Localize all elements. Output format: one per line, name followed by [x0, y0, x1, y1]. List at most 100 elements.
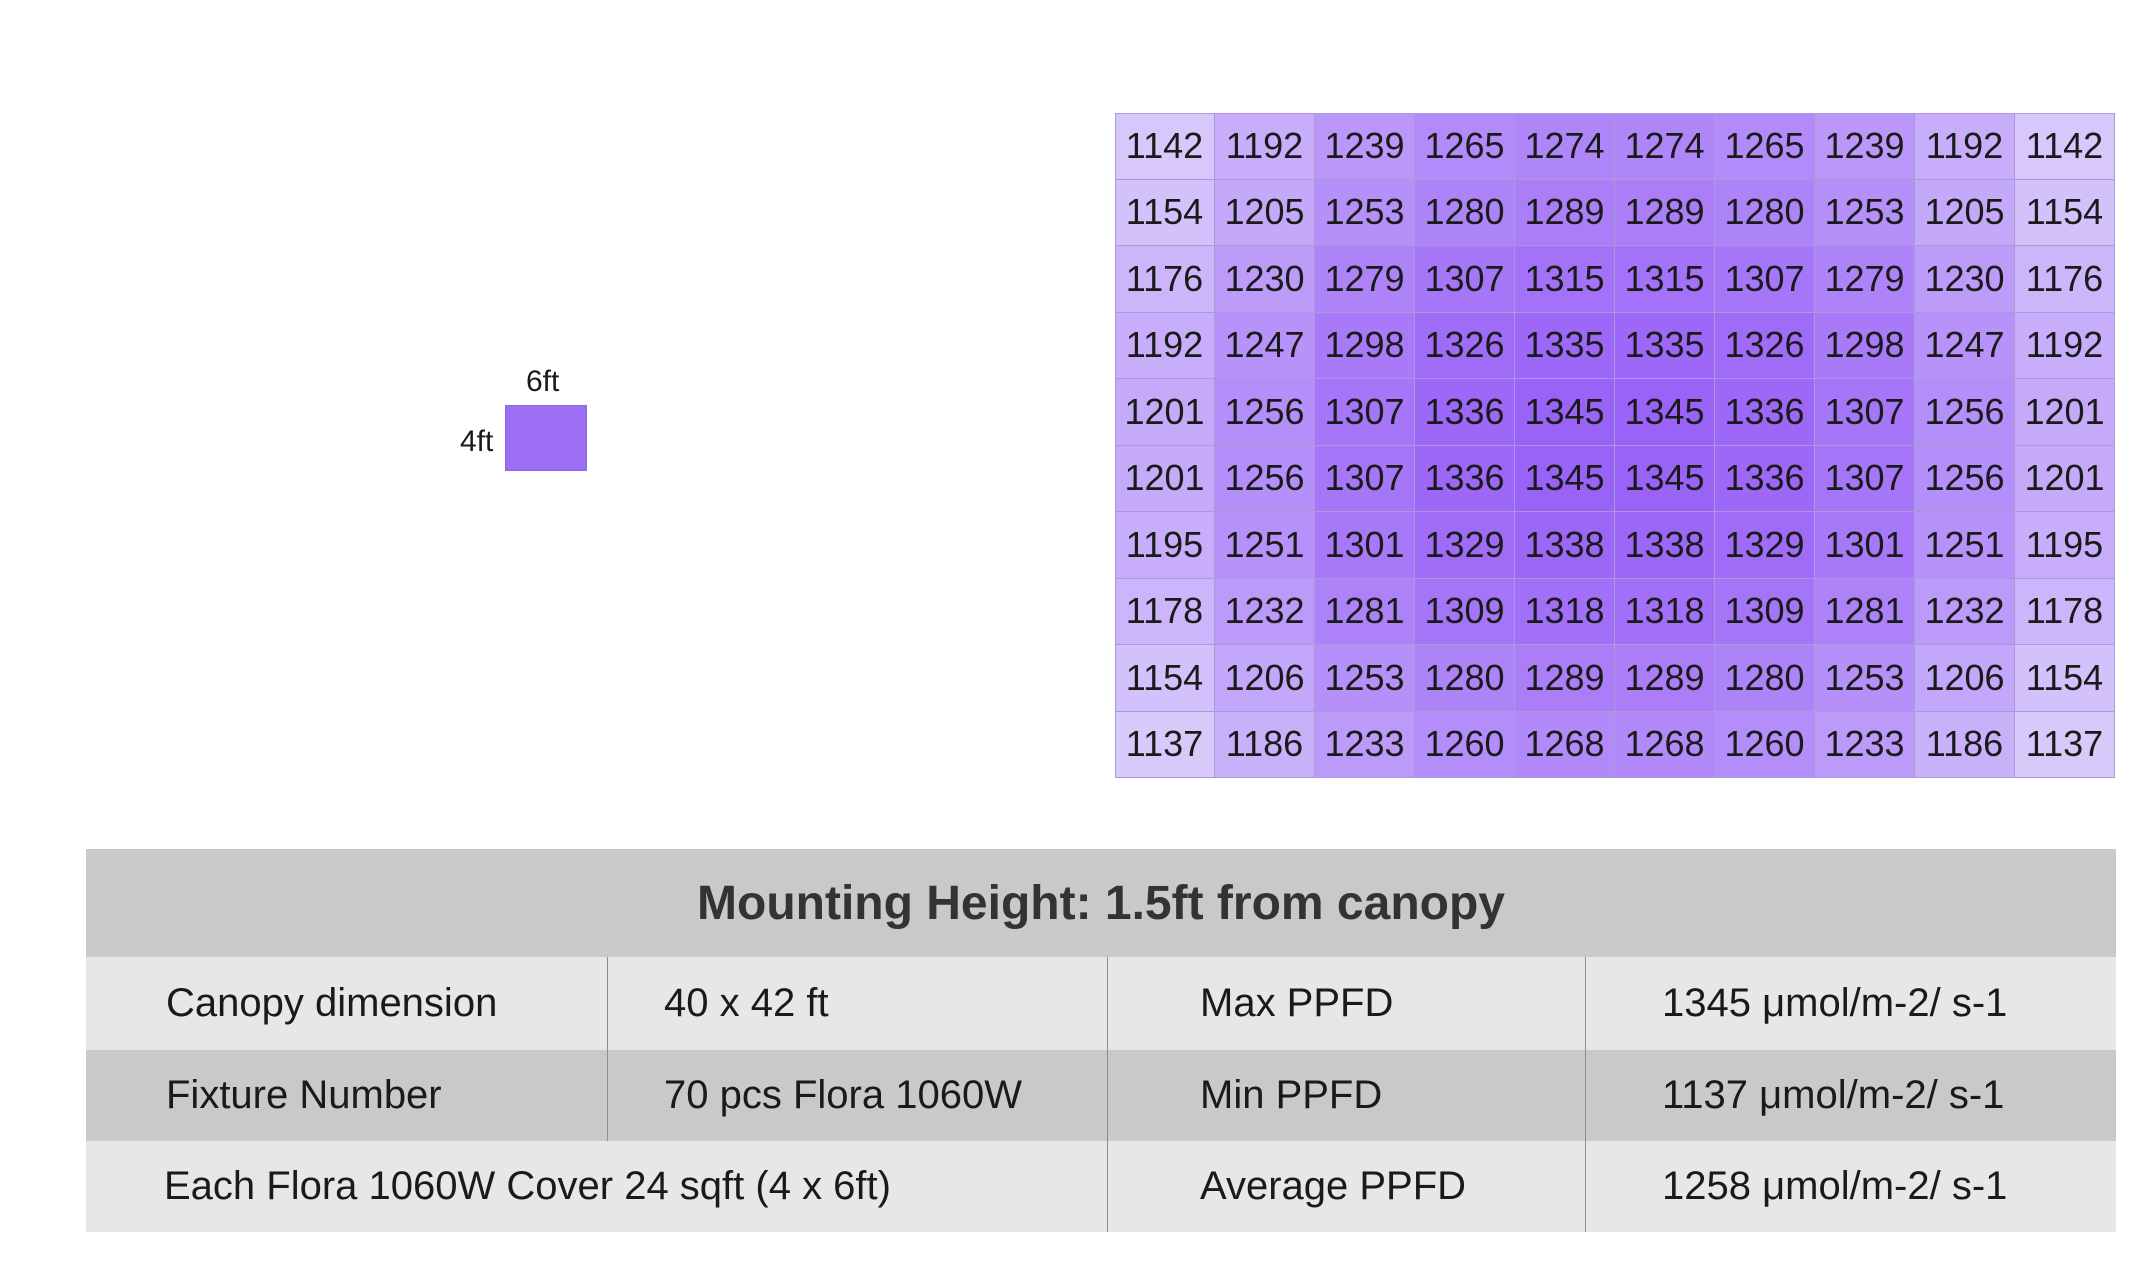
heatmap-cell: 1301	[1815, 512, 1915, 579]
heatmap-cell: 1253	[1315, 179, 1415, 246]
heatmap-cell: 1336	[1415, 445, 1515, 512]
heatmap-cell: 1265	[1715, 113, 1815, 180]
heatmap-cell: 1336	[1715, 445, 1815, 512]
fixture-number-value: 70 pcs Flora 1060W	[607, 1050, 1107, 1141]
heatmap-cell: 1142	[1115, 113, 1215, 180]
heatmap-cell: 1137	[2015, 711, 2115, 778]
coverage-text: Each Flora 1060W Cover 24 sqft (4 x 6ft)	[164, 1164, 891, 1208]
heatmap-cell: 1315	[1515, 246, 1615, 313]
ppfd-heatmap: 1142 1192 1239 1265 1274 1274 1265 1239 1192 1142…	[1115, 113, 2115, 778]
heatmap-cell: 1260	[1715, 711, 1815, 778]
heatmap-cell: 1256	[1215, 379, 1315, 446]
heatmap-cell: 1298	[1315, 312, 1415, 379]
heatmap-cell: 1280	[1715, 179, 1815, 246]
heatmap-cell: 1329	[1715, 512, 1815, 579]
heatmap-cell: 1176	[1115, 246, 1215, 313]
heatmap-cell: 1307	[1815, 445, 1915, 512]
heatmap-cell: 1307	[1415, 246, 1515, 313]
heatmap-cell: 1307	[1315, 379, 1415, 446]
fixture-width-label: 6ft	[526, 365, 560, 398]
heatmap-cell: 1336	[1715, 379, 1815, 446]
heatmap-cell: 1256	[1915, 379, 2015, 446]
heatmap-cell: 1307	[1315, 445, 1415, 512]
heatmap-cell: 1345	[1615, 379, 1715, 446]
heatmap-cell: 1281	[1315, 578, 1415, 645]
heatmap-cell: 1154	[2015, 645, 2115, 712]
heatmap-cell: 1251	[1915, 512, 2015, 579]
heatmap-cell: 1251	[1215, 512, 1315, 579]
heatmap-cell: 1280	[1415, 645, 1515, 712]
table-row: Canopy dimension 40 x 42 ft Max PPFD 134…	[86, 957, 2116, 1050]
heatmap-cell: 1201	[1115, 379, 1215, 446]
heatmap-cell: 1335	[1615, 312, 1715, 379]
heatmap-cell: 1201	[2015, 445, 2115, 512]
heatmap-cell: 1335	[1515, 312, 1615, 379]
heatmap-cell: 1309	[1715, 578, 1815, 645]
heatmap-cell: 1281	[1815, 578, 1915, 645]
heatmap-cell: 1336	[1415, 379, 1515, 446]
min-ppfd-value: 1137 μmol/m-2/ s-1	[1585, 1050, 2116, 1141]
heatmap-cell: 1289	[1515, 179, 1615, 246]
heatmap-cell: 1260	[1415, 711, 1515, 778]
heatmap-cell: 1289	[1515, 645, 1615, 712]
mounting-height-title: Mounting Height: 1.5ft from canopy	[86, 849, 2116, 957]
heatmap-cell: 1232	[1215, 578, 1315, 645]
heatmap-cell: 1205	[1215, 179, 1315, 246]
heatmap-cell: 1239	[1815, 113, 1915, 180]
heatmap-cell: 1279	[1315, 246, 1415, 313]
heatmap-cell: 1205	[1915, 179, 2015, 246]
heatmap-cell: 1253	[1815, 645, 1915, 712]
heatmap-cell: 1192	[1915, 113, 2015, 180]
heatmap-cell: 1268	[1615, 711, 1715, 778]
heatmap-cell: 1318	[1615, 578, 1715, 645]
fixture-rectangle	[505, 405, 587, 471]
heatmap-cell: 1309	[1415, 578, 1515, 645]
heatmap-cell: 1329	[1415, 512, 1515, 579]
heatmap-cell: 1274	[1615, 113, 1715, 180]
heatmap-cell: 1154	[2015, 179, 2115, 246]
heatmap-cell: 1345	[1515, 379, 1615, 446]
heatmap-cell: 1186	[1915, 711, 2015, 778]
heatmap-cell: 1154	[1115, 645, 1215, 712]
heatmap-cell: 1192	[1215, 113, 1315, 180]
heatmap-cell: 1345	[1515, 445, 1615, 512]
table-row: Each Flora 1060W Cover 24 sqft (4 x 6ft)…	[86, 1141, 2116, 1232]
heatmap-cell: 1230	[1215, 246, 1315, 313]
heatmap-cell: 1289	[1615, 645, 1715, 712]
heatmap-cell: 1247	[1215, 312, 1315, 379]
heatmap-cell: 1256	[1215, 445, 1315, 512]
heatmap-cell: 1233	[1815, 711, 1915, 778]
canopy-dimension-value: 40 x 42 ft	[607, 957, 1107, 1050]
heatmap-cell: 1280	[1715, 645, 1815, 712]
heatmap-cell: 1345	[1615, 445, 1715, 512]
heatmap-cell: 1307	[1815, 379, 1915, 446]
heatmap-cell: 1338	[1615, 512, 1715, 579]
heatmap-cell: 1265	[1415, 113, 1515, 180]
canopy-dimension-label: Canopy dimension	[166, 981, 498, 1025]
min-ppfd-label: Min PPFD	[1107, 1050, 1585, 1141]
max-ppfd-label: Max PPFD	[1107, 957, 1585, 1050]
heatmap-cell: 1318	[1515, 578, 1615, 645]
heatmap-cell: 1230	[1915, 246, 2015, 313]
heatmap-cell: 1338	[1515, 512, 1615, 579]
fixture-height-label: 4ft	[460, 425, 494, 458]
average-ppfd-label: Average PPFD	[1107, 1141, 1585, 1232]
heatmap-cell: 1253	[1315, 645, 1415, 712]
heatmap-cell: 1201	[1115, 445, 1215, 512]
heatmap-cell: 1326	[1415, 312, 1515, 379]
heatmap-cell: 1195	[1115, 512, 1215, 579]
fixture-number-label: Fixture Number	[166, 1073, 442, 1117]
average-ppfd-value: 1258 μmol/m-2/ s-1	[1585, 1141, 2116, 1232]
heatmap-cell: 1142	[2015, 113, 2115, 180]
heatmap-cell: 1256	[1915, 445, 2015, 512]
heatmap-cell: 1274	[1515, 113, 1615, 180]
heatmap-cell: 1192	[1115, 312, 1215, 379]
heatmap-cell: 1178	[1115, 578, 1215, 645]
heatmap-cell: 1176	[2015, 246, 2115, 313]
heatmap-cell: 1192	[2015, 312, 2115, 379]
heatmap-cell: 1301	[1315, 512, 1415, 579]
heatmap-cell: 1315	[1615, 246, 1715, 313]
heatmap-cell: 1154	[1115, 179, 1215, 246]
heatmap-cell: 1307	[1715, 246, 1815, 313]
heatmap-cell: 1280	[1415, 179, 1515, 246]
